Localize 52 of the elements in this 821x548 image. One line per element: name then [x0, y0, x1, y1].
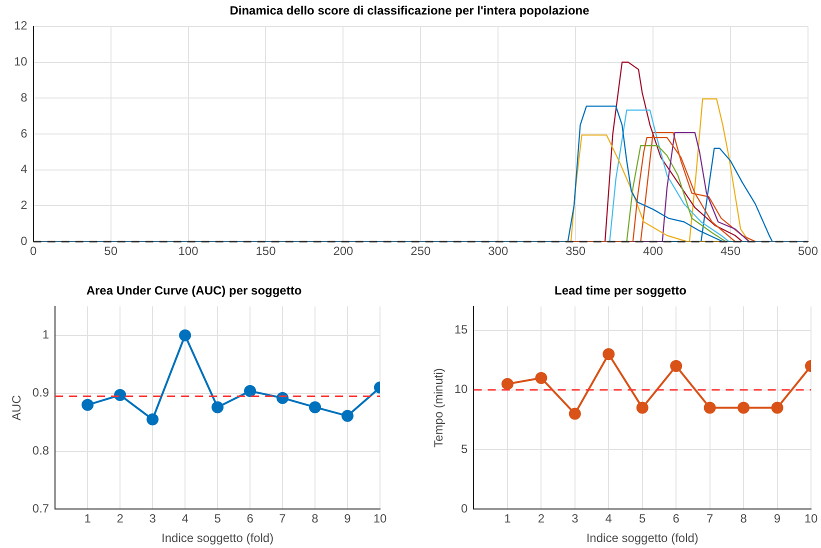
y-tick-label: 6: [20, 126, 28, 140]
y-tick-label: 1: [42, 328, 50, 342]
x-tick-label: 3: [572, 512, 579, 526]
x-tick-label: 1: [84, 512, 92, 526]
x-tick-label: 450: [720, 244, 741, 258]
y-tick-label: 0.7: [32, 502, 50, 516]
x-tick-label: 1: [504, 512, 512, 526]
x-tick-label: 10: [373, 512, 387, 526]
x-tick-label: 6: [672, 512, 680, 526]
x-tick-label: 7: [279, 512, 286, 526]
x-tick-label: 2: [538, 512, 545, 526]
x-tick-label: 9: [774, 512, 781, 526]
y-tick-label: 10: [454, 382, 468, 396]
y-tick-label: 0: [461, 502, 468, 516]
x-tick-label: 10: [804, 512, 818, 526]
y-tick-label: 0.9: [32, 386, 50, 400]
x-tick-label: 2: [116, 512, 124, 526]
chart-title: Area Under Curve (AUC) per soggetto: [86, 284, 302, 298]
x-tick-label: 500: [798, 244, 818, 258]
x-tick-label: 8: [312, 512, 319, 526]
x-tick-label: 250: [410, 244, 431, 258]
y-tick-label: 5: [461, 442, 468, 456]
y-axis-title: AUC: [10, 394, 24, 420]
chart-title: Lead time per soggetto: [554, 284, 687, 298]
x-tick-label: 4: [605, 512, 612, 526]
y-tick-label: 4: [20, 162, 28, 176]
x-tick-label: 7: [706, 512, 714, 526]
y-tick-label: 8: [20, 90, 28, 104]
x-tick-label: 100: [178, 244, 199, 258]
x-axis-title: Indice soggetto (fold): [162, 531, 274, 546]
x-tick-label: 350: [566, 244, 586, 258]
x-tick-label: 50: [104, 244, 118, 258]
y-tick-label: 15: [454, 322, 468, 337]
x-tick-label: 150: [256, 244, 276, 258]
x-tick-label: 4: [182, 512, 189, 526]
x-axis-title: Indice soggetto (fold): [586, 531, 698, 546]
y-tick-label: 12: [14, 18, 28, 33]
x-tick-label: 400: [643, 244, 664, 258]
y-tick-label: 10: [14, 54, 28, 69]
x-tick-label: 6: [246, 512, 254, 526]
x-tick-label: 8: [740, 512, 748, 526]
x-tick-label: 300: [488, 244, 508, 258]
x-tick-label: 3: [149, 512, 156, 526]
x-tick-label: 200: [333, 244, 354, 258]
y-tick-label: 0.8: [32, 444, 50, 458]
x-tick-label: 5: [214, 512, 222, 526]
y-tick-label: 0: [20, 234, 28, 248]
y-tick-label: 2: [20, 198, 28, 212]
y-axis-title: Tempo (minuti): [432, 368, 446, 448]
x-tick-label: 5: [639, 512, 646, 526]
chart-title: Dinamica dello score di classificazione per l'intera popolazione: [230, 4, 590, 18]
x-tick-label: 9: [344, 512, 352, 526]
